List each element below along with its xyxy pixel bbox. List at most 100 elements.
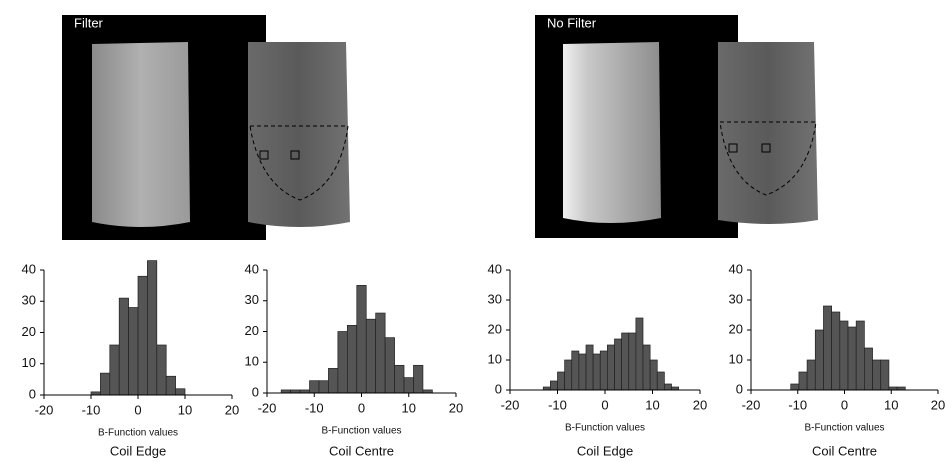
- bar: [137, 275, 148, 396]
- x-axis-label: B-Function values: [98, 428, 178, 439]
- bar: [614, 338, 622, 391]
- x-tick-label: -20: [258, 400, 277, 415]
- chart-title: Coil Centre: [329, 443, 394, 458]
- bar: [656, 371, 665, 391]
- image-label: No Filter: [547, 15, 597, 30]
- bar: [635, 317, 644, 391]
- y-tick-label: 0: [495, 381, 502, 396]
- x-tick-label: 0: [134, 402, 141, 417]
- y-tick-label: 0: [252, 384, 259, 399]
- x-axis-label: B-Function values: [565, 423, 645, 434]
- bar: [831, 311, 841, 391]
- bar: [564, 359, 573, 391]
- y-tick-label: 0: [736, 381, 743, 396]
- bar: [642, 344, 651, 391]
- bar: [118, 297, 129, 396]
- image-label: Filter: [74, 15, 104, 30]
- bar: [628, 332, 637, 391]
- x-tick-label: 10: [645, 397, 659, 412]
- chart-title: Coil Centre: [812, 443, 877, 458]
- bar: [375, 312, 386, 394]
- bar: [578, 353, 587, 391]
- x-axis-label: B-Function values: [321, 426, 401, 437]
- y-tick-label: 30: [729, 291, 743, 306]
- bar: [346, 325, 358, 394]
- bar: [337, 331, 348, 394]
- x-tick-label: 10: [402, 400, 416, 415]
- bar: [814, 329, 824, 391]
- y-tick-label: 40: [245, 261, 259, 276]
- bar: [384, 337, 395, 394]
- bar: [839, 320, 849, 391]
- x-tick-label: 20: [225, 402, 239, 417]
- bar: [571, 350, 580, 391]
- x-tick-label: 20: [931, 397, 945, 412]
- bar: [664, 383, 672, 391]
- bar: [550, 380, 558, 391]
- bar: [880, 359, 890, 391]
- y-tick-label: 20: [729, 321, 743, 336]
- y-tick-label: 10: [488, 351, 502, 366]
- x-tick-label: -10: [788, 397, 807, 412]
- y-tick-label: 10: [729, 351, 743, 366]
- bar: [156, 344, 167, 396]
- y-tick-label: 40: [488, 261, 502, 276]
- image-filter: Filter: [62, 15, 350, 240]
- x-tick-label: 0: [841, 397, 848, 412]
- image-no-filter: No Filter: [535, 15, 818, 238]
- bar: [823, 305, 832, 391]
- bar: [599, 350, 608, 391]
- x-tick-label: -20: [501, 397, 520, 412]
- y-tick-label: 20: [488, 321, 502, 336]
- x-tick-label: -10: [82, 402, 101, 417]
- bar: [557, 371, 565, 391]
- bar: [806, 359, 816, 391]
- y-tick-label: 40: [729, 261, 743, 276]
- bar: [621, 332, 630, 391]
- x-tick-label: 10: [884, 397, 898, 412]
- bar: [592, 353, 601, 391]
- bar: [607, 344, 615, 391]
- bar: [585, 344, 594, 391]
- y-tick-label: 40: [22, 261, 36, 276]
- bar: [394, 364, 405, 394]
- y-tick-label: 30: [245, 292, 259, 307]
- bar: [790, 383, 800, 391]
- bar: [413, 364, 424, 394]
- x-tick-label: 20: [449, 400, 463, 415]
- y-tick-label: 30: [22, 293, 36, 308]
- x-tick-label: 0: [358, 400, 365, 415]
- y-tick-label: 0: [29, 386, 36, 401]
- x-tick-label: -10: [548, 397, 567, 412]
- bar: [318, 380, 329, 394]
- bar: [309, 380, 320, 394]
- chart-title: Coil Edge: [577, 443, 633, 458]
- bar: [365, 318, 377, 394]
- bar: [872, 359, 882, 391]
- x-tick-label: -20: [742, 397, 761, 412]
- bar: [100, 372, 111, 396]
- bar: [356, 285, 367, 394]
- bar: [128, 307, 139, 396]
- x-tick-label: 20: [693, 397, 707, 412]
- bar: [328, 368, 339, 394]
- chart-title: Coil Edge: [110, 443, 166, 458]
- y-tick-label: 30: [488, 291, 502, 306]
- bar: [147, 260, 158, 396]
- bar: [855, 320, 865, 391]
- y-tick-label: 10: [22, 355, 36, 370]
- x-tick-label: -20: [35, 402, 54, 417]
- x-axis-label: B-Function values: [804, 423, 884, 434]
- bar: [649, 359, 658, 391]
- x-tick-label: 0: [601, 397, 608, 412]
- bar: [798, 371, 808, 391]
- y-tick-label: 10: [245, 354, 259, 369]
- bar: [847, 326, 857, 391]
- bar: [175, 388, 186, 396]
- bar: [864, 347, 873, 391]
- bar: [403, 377, 414, 394]
- bar: [109, 344, 120, 396]
- y-tick-label: 20: [22, 324, 36, 339]
